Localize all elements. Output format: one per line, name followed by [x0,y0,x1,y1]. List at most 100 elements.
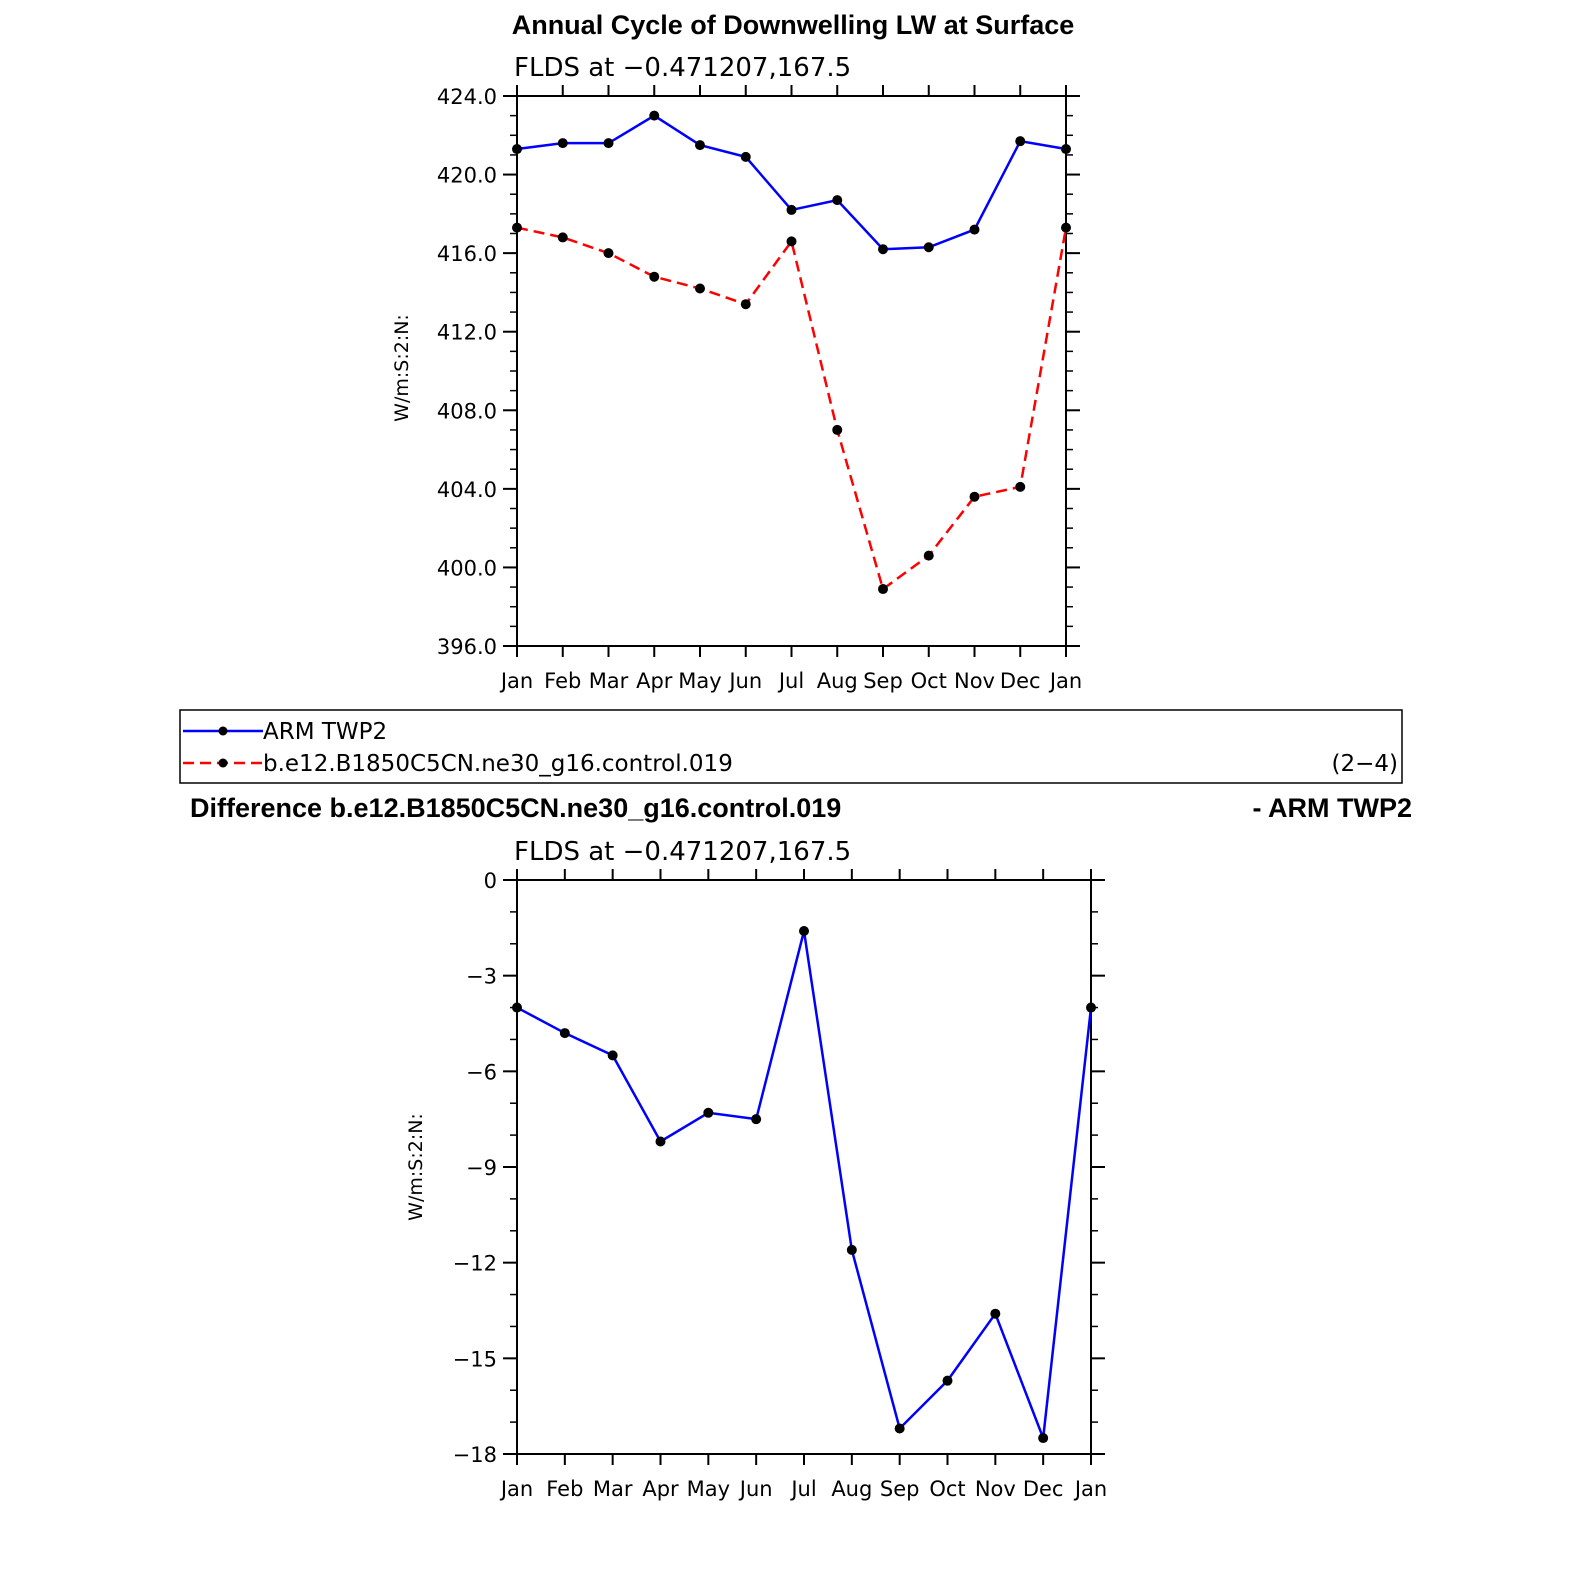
top-x-tick-label: Mar [589,669,629,693]
bottom-x-tick-label: Jul [789,1477,816,1501]
top-x-tick-label: Sep [863,669,903,693]
top-series-point-1 [740,299,751,310]
top-series-point-0 [695,140,705,151]
bottom-x-tick-label: Mar [593,1477,633,1501]
legend-marker-model [218,758,228,768]
top-series-point-1 [969,491,980,502]
top-series-point-0 [557,138,568,149]
top-series-point-0 [832,195,843,206]
bottom-series-point-0 [655,1136,666,1147]
bottom-x-tick-label: Oct [929,1477,965,1501]
bottom-x-tick-label: Aug [831,1477,872,1501]
top-y-tick-label: 400.0 [437,556,497,580]
bottom-x-tick-label: May [687,1477,730,1501]
top-series-point-1 [557,232,568,243]
top-series-point-0 [512,144,522,155]
top-x-tick-label: Jun [727,669,762,693]
top-series-point-0 [1015,136,1026,147]
legend-marker-arm [218,726,228,736]
top-y-tick-label: 420.0 [437,164,497,188]
top-series-point-1 [832,424,843,435]
top-series-point-1 [878,584,888,595]
top-x-tick-label: Jan [499,669,533,693]
bottom-x-tick-label: Apr [642,1477,679,1501]
bottom-series-point-0 [990,1308,1001,1319]
top-series-point-1 [923,550,934,561]
top-series-point-0 [1061,144,1071,155]
top-x-tick-label: Feb [544,669,581,693]
bottom-x-tick-label: Jan [1073,1477,1107,1501]
legend-label-model: b.e12.B1850C5CN.ne30_g16.control.019 [263,751,733,777]
top-series-line-1 [516,226,1068,592]
top-series-point-0 [969,224,980,235]
top-plot-frame [516,95,1067,647]
top-y-tick-label: 424.0 [437,85,497,109]
bottom-series-point-0 [894,1423,905,1434]
bottom-x-tick-label: Sep [880,1477,920,1501]
top-series-point-1 [649,271,660,282]
bottom-x-tick-label: Nov [975,1477,1016,1501]
bottom-series-point-0 [1086,1002,1096,1013]
top-chart-subtitle: FLDS at −0.471207,167.5 [514,53,851,83]
bottom-y-tick-label: −15 [453,1347,497,1371]
bottom-series-point-0 [942,1375,953,1386]
top-series-point-1 [695,283,705,294]
top-x-tick-label: Aug [817,669,858,693]
top-series-point-0 [786,204,797,215]
bottom-x-tick-label: Feb [546,1477,583,1501]
top-series-point-1 [786,236,797,247]
bottom-y-tick-label: 0 [484,869,497,893]
bottom-series-point-0 [559,1028,570,1039]
top-series-line-0 [516,114,1067,251]
bottom-chart-title: Difference b.e12.B1850C5CN.ne30_g16.cont… [190,793,841,823]
bottom-y-tick-label: −6 [466,1060,497,1084]
top-series-point-1 [1061,222,1071,233]
bottom-series-point-0 [607,1050,618,1061]
top-y-tick-label: 404.0 [437,478,497,502]
bottom-series-point-0 [703,1107,714,1118]
top-y-tick-label: 416.0 [437,242,497,266]
top-x-tick-label: Apr [636,669,673,693]
bottom-series-point-0 [1038,1433,1049,1444]
bottom-series-point-0 [512,1002,522,1013]
top-x-tick-label: Jan [1048,669,1082,693]
top-x-tick-label: Oct [911,669,947,693]
legend-tag: (2−4) [1332,751,1398,777]
legend-box [179,709,1403,784]
bottom-series-line-0 [516,930,1093,1439]
bottom-series-point-0 [799,926,809,937]
bottom-plot-frame [516,879,1092,1455]
legend: ARM TWP2 b.e12.B1850C5CN.ne30_g16.contro… [179,709,1403,784]
top-x-tick-label: May [678,669,721,693]
top-series-point-0 [649,110,660,121]
top-chart-title: Annual Cycle of Downwelling LW at Surfac… [512,10,1075,40]
legend-label-arm: ARM TWP2 [263,719,387,745]
top-series-point-0 [878,244,888,255]
top-series-point-0 [740,151,751,162]
top-series-point-0 [603,138,614,149]
bottom-series-point-0 [751,1114,762,1125]
top-x-tick-label: Nov [954,669,995,693]
bottom-y-tick-label: −12 [453,1252,497,1276]
top-x-tick-label: Jul [777,669,804,693]
bottom-x-tick-label: Jan [499,1477,533,1501]
bottom-y-tick-label: −18 [453,1443,497,1467]
top-series-point-1 [603,248,614,259]
bottom-x-tick-label: Jun [738,1477,773,1501]
top-series-point-1 [1015,481,1026,492]
top-series-point-1 [512,222,522,233]
bottom-chart: Jan Feb Mar Apr May Jun Jul Aug Sep Oct Nov Dec Jan−… [453,869,1107,1501]
top-chart: Jan Feb Mar Apr May Jun Jul Aug Sep Oct Nov Dec Jan3… [437,85,1082,693]
bottom-x-tick-label: Dec [1023,1477,1064,1501]
top-series-point-0 [923,242,934,253]
bottom-chart-subtitle: FLDS at −0.471207,167.5 [514,837,851,867]
top-chart-ylabel: W/m:S:2:N: [391,314,413,422]
bottom-y-tick-label: −3 [466,965,497,989]
top-y-tick-label: 408.0 [437,399,497,423]
bottom-chart-ylabel: W/m:S:2:N: [405,1113,427,1221]
top-y-tick-label: 396.0 [437,635,497,659]
bottom-y-tick-label: −9 [466,1156,497,1180]
bottom-series-point-0 [846,1244,857,1255]
top-x-tick-label: Dec [1000,669,1041,693]
